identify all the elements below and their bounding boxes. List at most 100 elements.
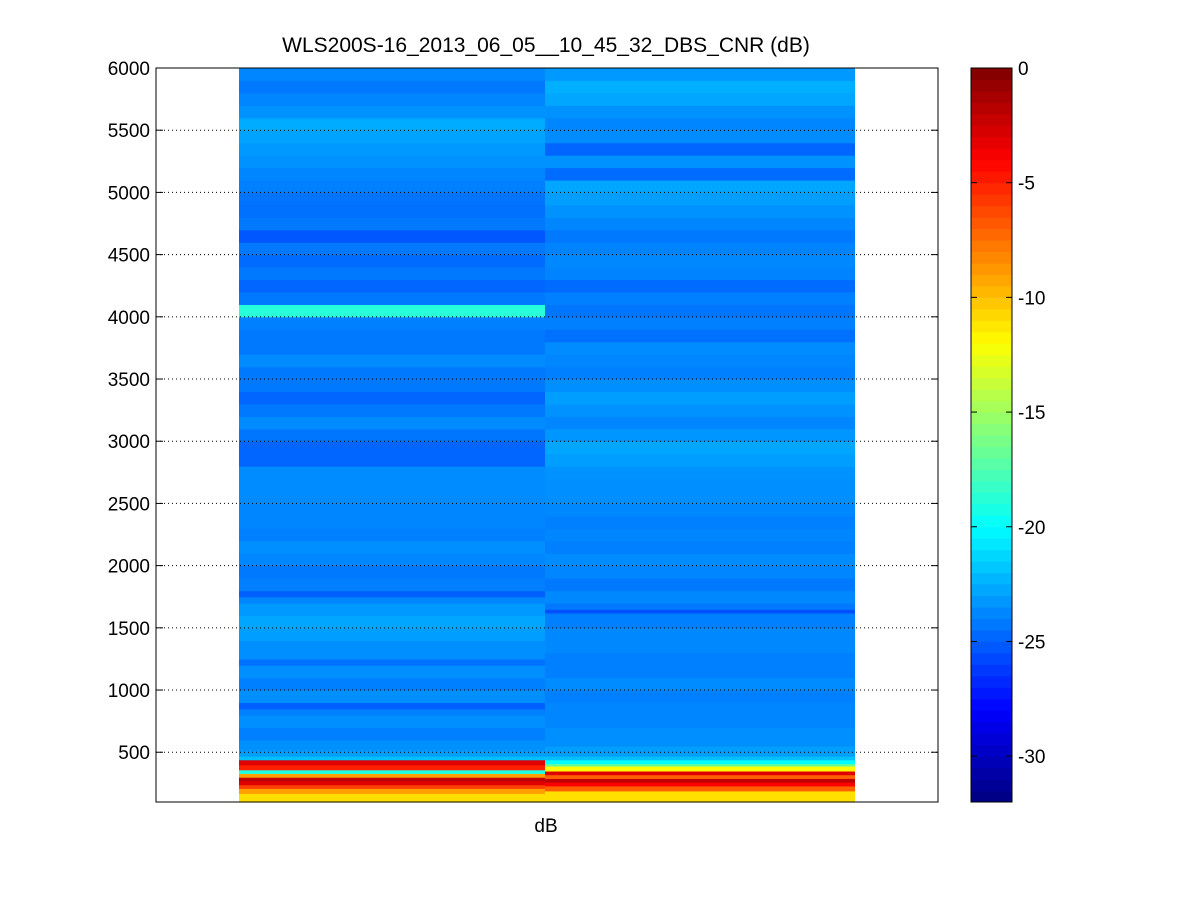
heatmap-cell xyxy=(239,769,545,774)
heatmap-cell xyxy=(239,279,545,293)
colorbar-step xyxy=(971,767,1012,780)
heatmap-cell xyxy=(239,316,545,330)
colorbar-step xyxy=(971,744,1012,757)
heatmap-cell xyxy=(545,329,855,343)
heatmap-cell xyxy=(239,793,545,803)
colorbar-step xyxy=(971,343,1012,356)
heatmap-cell xyxy=(545,379,855,393)
heatmap-cell xyxy=(545,242,855,256)
y-axis: 500 1000 1500 2000 2500 3000 3500 4000 4500 5000 5… xyxy=(108,59,938,764)
heatmap-cell xyxy=(545,428,855,442)
heatmap-cell xyxy=(239,503,545,529)
colorbar-step xyxy=(971,240,1012,252)
colorbar-step xyxy=(971,389,1012,402)
colorbar-step xyxy=(971,675,1012,688)
colorbar-step xyxy=(971,538,1012,551)
heatmap-cell xyxy=(239,784,545,789)
heatmap-cell xyxy=(545,540,855,554)
heatmap-cell xyxy=(239,658,545,666)
heatmap-cell xyxy=(545,179,855,194)
heatmap-cell xyxy=(239,354,545,368)
heatmap-cell xyxy=(545,366,855,380)
colorbar-step xyxy=(971,492,1012,505)
colorbar-axis: 0 -5 -10 -15 -20 -25 -30 xyxy=(971,59,1045,768)
heatmap-cell xyxy=(545,790,855,803)
heatmap-cell xyxy=(239,179,545,194)
colorbar-step xyxy=(971,446,1012,459)
colorbar-step xyxy=(971,412,1012,425)
heatmap-cell xyxy=(545,690,855,704)
heatmap-cell xyxy=(239,565,545,579)
heatmap-cell xyxy=(545,612,855,629)
heatmap-cell xyxy=(545,117,855,131)
colorbar-step xyxy=(971,251,1012,264)
heatmap-cell xyxy=(545,341,855,355)
colorbar-step xyxy=(971,194,1012,207)
heatmap-cell xyxy=(545,770,855,776)
heatmap-cell xyxy=(545,503,855,517)
heatmap-cells xyxy=(239,68,855,803)
heatmap-cell xyxy=(239,528,545,542)
colorbar-step xyxy=(971,102,1012,115)
heatmap-cell xyxy=(545,92,855,106)
colorbar-tick-label: 0 xyxy=(1018,59,1029,80)
colorbar-step xyxy=(971,366,1012,379)
colorbar-step xyxy=(971,400,1012,413)
heatmap-cell xyxy=(545,609,855,614)
heatmap-cell xyxy=(545,68,855,82)
colorbar-step xyxy=(971,756,1012,769)
heatmap-cell xyxy=(239,702,545,710)
heatmap-cell xyxy=(545,578,855,592)
colorbar-tick-label: -10 xyxy=(1018,288,1045,309)
colorbar-step xyxy=(971,435,1012,447)
heatmap-cell xyxy=(239,714,545,728)
heatmap-cell xyxy=(239,677,545,691)
heatmap-cell xyxy=(545,441,855,455)
heatmap-cell xyxy=(239,117,545,131)
heatmap-cell xyxy=(545,746,855,757)
heatmap-cell xyxy=(239,142,545,156)
heatmap-cell xyxy=(239,68,545,82)
x-axis-label: dB xyxy=(534,816,557,837)
colorbar-step xyxy=(971,297,1012,310)
colorbar-step xyxy=(971,618,1012,631)
colorbar-step xyxy=(971,652,1012,665)
heatmap-cell xyxy=(545,763,855,767)
heatmap-cell xyxy=(239,578,545,592)
heatmap-cell xyxy=(239,777,545,782)
colorbar-step xyxy=(971,584,1012,597)
heatmap-cell xyxy=(545,759,855,765)
colorbar-step xyxy=(971,423,1012,436)
heatmap-cell xyxy=(545,130,855,144)
heatmap-cell xyxy=(239,596,545,604)
heatmap-cell xyxy=(545,403,855,417)
heatmap-cell xyxy=(239,755,545,761)
heatmap-cell xyxy=(239,192,545,206)
colorbar-step xyxy=(971,698,1012,711)
heatmap-cell xyxy=(545,291,855,305)
colorbar-step xyxy=(971,664,1012,677)
heatmap-cell xyxy=(545,279,855,293)
heatmap-cell xyxy=(545,204,855,218)
colorbar-step xyxy=(971,113,1012,126)
colorbar-step xyxy=(971,205,1012,218)
heatmap-cell xyxy=(239,329,545,355)
colorbar-step xyxy=(971,171,1012,184)
heatmap-cell xyxy=(239,759,545,766)
heatmap-cell xyxy=(545,478,855,505)
heatmap-cell xyxy=(545,416,855,430)
heatmap-cell xyxy=(545,304,855,318)
heatmap-cell xyxy=(545,778,855,783)
heatmap-cell xyxy=(545,391,855,405)
heatmap-cell xyxy=(545,167,855,181)
heatmap-cell xyxy=(239,602,545,616)
heatmap-cell xyxy=(545,528,855,542)
y-tick-label: 6000 xyxy=(108,59,150,80)
colorbar-step xyxy=(971,790,1012,803)
colorbar-step xyxy=(971,148,1012,161)
y-tick-label: 5500 xyxy=(108,121,150,142)
colorbar-step xyxy=(971,503,1012,516)
heatmap-cell xyxy=(239,403,545,417)
colorbar-step xyxy=(971,274,1012,287)
